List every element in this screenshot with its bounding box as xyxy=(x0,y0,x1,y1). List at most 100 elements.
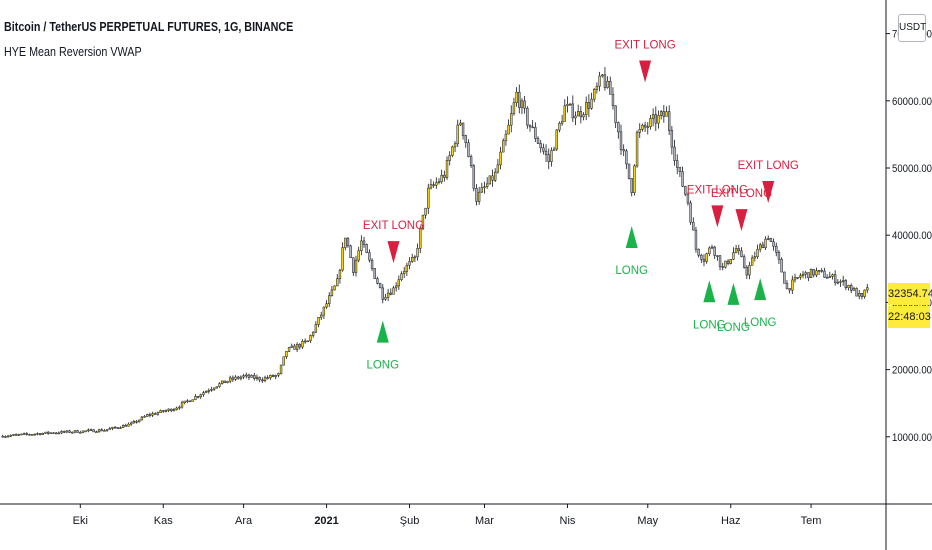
candle-body xyxy=(175,407,178,410)
candle-body xyxy=(753,256,757,259)
candle-body xyxy=(646,126,649,128)
candle-body xyxy=(651,114,655,119)
candle-body xyxy=(448,155,451,161)
candle-body xyxy=(352,257,355,273)
candle-body xyxy=(601,74,604,77)
candle-body xyxy=(590,98,593,109)
candle-body xyxy=(330,289,334,296)
candle-body xyxy=(638,129,641,133)
candle-body xyxy=(825,277,829,279)
candle-body xyxy=(745,266,748,276)
candle-body xyxy=(92,429,95,433)
candle-body xyxy=(662,111,666,117)
candle-body xyxy=(593,89,596,100)
candle-body xyxy=(504,133,508,142)
candle-body xyxy=(483,186,486,189)
candle-body xyxy=(170,408,173,412)
candle-body xyxy=(815,270,818,276)
candle-body xyxy=(424,207,427,216)
candle-body xyxy=(370,259,374,269)
long-signal-arrow xyxy=(754,278,767,301)
candle-body xyxy=(750,257,754,266)
candle-body xyxy=(705,253,708,262)
candle-body xyxy=(105,429,109,431)
candle-body xyxy=(485,183,489,188)
candle-body xyxy=(392,287,395,295)
long-signal-label: LONG xyxy=(615,265,648,277)
candle-body xyxy=(290,345,293,348)
candle-body xyxy=(384,297,387,300)
candle-body xyxy=(95,431,98,434)
candle-body xyxy=(702,259,706,262)
candle-body xyxy=(89,429,93,431)
candle-body xyxy=(480,187,483,193)
candle-body xyxy=(724,260,727,268)
candle-body xyxy=(320,314,323,318)
time-tick-label: Ara xyxy=(235,515,253,527)
candle-body xyxy=(183,400,186,403)
candle-body xyxy=(338,269,342,279)
candle-body xyxy=(113,426,117,429)
candle-body xyxy=(526,107,529,126)
candle-body xyxy=(432,184,435,186)
candle-body xyxy=(440,174,443,182)
candle-body xyxy=(542,147,545,152)
candle-body xyxy=(71,431,74,434)
candle-body xyxy=(863,289,866,297)
candle-body xyxy=(17,434,20,436)
candle-body xyxy=(488,175,492,185)
time-tick-label: Tem xyxy=(801,515,822,527)
candle-body xyxy=(111,426,114,429)
candle-body xyxy=(146,414,149,417)
candle-body xyxy=(226,380,229,383)
candle-body xyxy=(585,102,588,115)
candle-body xyxy=(154,413,157,415)
time-tick-label: Nis xyxy=(560,515,576,527)
candle-body xyxy=(769,238,773,242)
time-tick-label: Kas xyxy=(154,515,173,527)
candle-body xyxy=(654,114,657,124)
candle-body xyxy=(416,248,419,258)
candle-body xyxy=(839,281,842,283)
candle-body xyxy=(742,256,746,268)
candle-body xyxy=(127,423,130,427)
candle-body xyxy=(365,244,368,253)
candle-body xyxy=(220,380,224,384)
candle-body xyxy=(732,252,735,260)
candle-body xyxy=(239,376,243,379)
time-tick-label: Mar xyxy=(475,515,494,527)
candle-body xyxy=(764,238,767,248)
candle-body xyxy=(847,285,850,288)
candle-body xyxy=(140,416,144,421)
candle-body xyxy=(266,377,269,379)
indicator-name[interactable]: HYE Mean Reversion VWAP xyxy=(4,45,142,59)
candle-body xyxy=(464,135,467,143)
candle-body xyxy=(411,257,414,262)
candle-body xyxy=(531,126,534,129)
candle-body xyxy=(670,130,674,148)
candle-body xyxy=(603,74,607,88)
candle-body xyxy=(28,433,31,436)
exit-signal-label: EXIT LONG xyxy=(615,40,676,52)
candle-body xyxy=(84,430,87,433)
candle-body xyxy=(234,376,237,380)
candle-body xyxy=(314,324,318,333)
candle-body xyxy=(212,387,216,390)
candle-body xyxy=(737,248,740,252)
candle-body xyxy=(574,115,577,119)
candle-body xyxy=(397,279,401,287)
candle-body xyxy=(627,163,631,179)
candle-body xyxy=(817,270,821,272)
candle-body xyxy=(443,174,446,178)
candle-body xyxy=(544,150,548,155)
candle-body xyxy=(700,254,703,260)
candle-body xyxy=(274,374,277,377)
candle-body xyxy=(799,275,802,278)
candle-body xyxy=(33,433,36,436)
long-signal-label: LONG xyxy=(693,319,726,331)
currency-button[interactable]: USDT xyxy=(898,14,926,42)
candle-body xyxy=(576,111,580,117)
candle-body xyxy=(860,293,864,297)
candle-body xyxy=(740,250,743,257)
